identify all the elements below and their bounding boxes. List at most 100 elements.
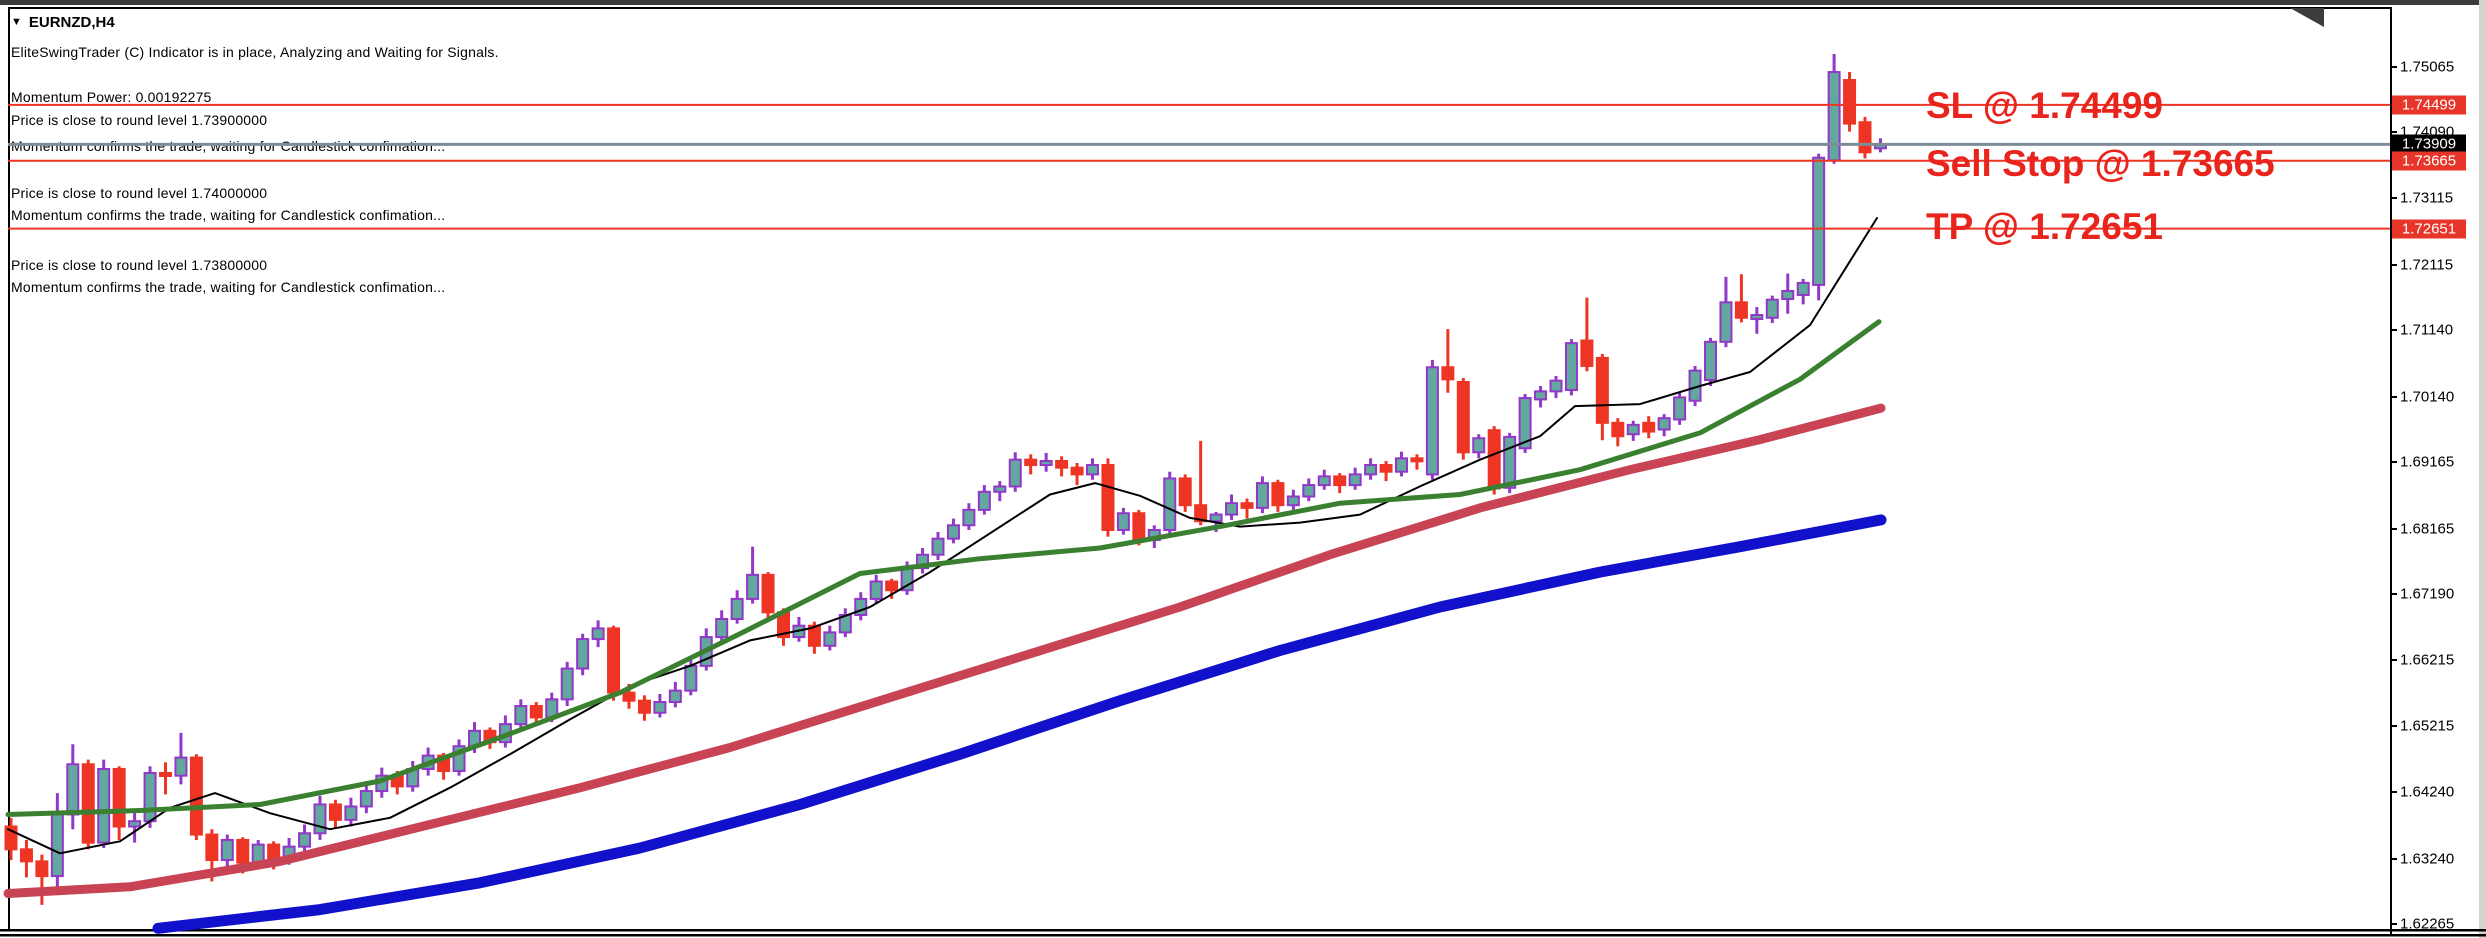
bull-candle — [1657, 417, 1671, 431]
bull-candle — [684, 664, 698, 692]
bull-candle — [1225, 502, 1239, 516]
round-level-message-1: Price is close to round level 1.73900000 — [11, 112, 268, 128]
indicator-status-text: EliteSwingTrader (C) Indicator is in pla… — [11, 44, 499, 60]
sell-stop-annotation: Sell Stop @ 1.73665 — [1926, 143, 2275, 184]
bear-candle — [4, 825, 18, 851]
bull-candle — [220, 838, 234, 862]
bull-candle — [1163, 477, 1177, 531]
chart-left-border — [8, 7, 10, 929]
bull-candle — [1564, 342, 1578, 392]
symbol-dropdown-icon[interactable]: ▼ — [11, 16, 22, 28]
bull-candle — [514, 705, 528, 726]
bear-candle — [328, 803, 342, 821]
bull-candle — [1503, 435, 1517, 489]
bull-candle — [143, 771, 157, 823]
bull-candle — [576, 638, 590, 670]
bull-candle — [1549, 379, 1563, 393]
symbol-title-row[interactable]: ▼ EURNZD,H4 — [11, 14, 115, 31]
bull-candle — [730, 597, 744, 621]
bull-candle — [869, 580, 883, 600]
bull-candle — [931, 537, 945, 556]
bull-candle — [1796, 281, 1810, 296]
bull-candle — [1086, 464, 1099, 476]
bear-candle — [761, 573, 775, 614]
bull-candle — [823, 631, 837, 647]
bull-candle — [1812, 156, 1826, 286]
bull-candle — [128, 820, 142, 828]
bear-candle — [622, 691, 636, 702]
bull-candle — [1255, 482, 1269, 509]
bull-candle — [1472, 437, 1486, 454]
bull-candle — [1765, 298, 1779, 319]
window-right-edge — [2479, 0, 2486, 938]
ma-slowest-blue — [152, 514, 1887, 934]
bull-candle — [1750, 314, 1764, 321]
window-top-bar — [0, 0, 2482, 5]
bear-candle — [1379, 464, 1393, 473]
tp-annotation: TP @ 1.72651 — [1926, 206, 2163, 247]
chart-shift-marker-icon[interactable] — [2290, 8, 2324, 27]
bull-candle — [1673, 396, 1687, 421]
bear-candle — [1333, 475, 1347, 487]
bull-candle — [1286, 495, 1300, 507]
chart-bottom-border — [0, 929, 2486, 932]
bear-candle — [205, 833, 219, 862]
bear-candle — [35, 860, 49, 878]
bear-candle — [1101, 464, 1115, 531]
momentum-power-text: Momentum Power: 0.00192275 — [11, 89, 212, 105]
bear-candle — [1642, 421, 1656, 433]
bull-candle — [174, 756, 188, 777]
bear-candle — [1178, 477, 1192, 507]
momentum-confirm-message-1: Momentum confirms the trade, waiting for… — [11, 138, 446, 154]
bull-candle — [1534, 390, 1548, 401]
bear-candle — [112, 767, 126, 828]
candlestick-series — [4, 53, 1887, 905]
bear-candle — [1055, 460, 1069, 469]
bear-candle — [1487, 429, 1501, 490]
bull-candle — [1364, 464, 1378, 476]
bear-candle — [807, 624, 821, 647]
bull-candle — [1626, 423, 1640, 436]
bull-candle — [1317, 475, 1331, 487]
bear-candle — [1410, 457, 1424, 463]
bull-candle — [1008, 458, 1022, 488]
bear-candle — [189, 756, 203, 836]
bull-candle — [313, 803, 327, 835]
bull-candle — [1781, 289, 1795, 300]
price-axis-line — [2390, 7, 2392, 936]
bear-candle — [1611, 421, 1625, 438]
bull-candle — [1209, 513, 1223, 523]
bear-candle — [607, 627, 621, 694]
bear-candle — [1456, 380, 1470, 454]
bull-candle — [359, 790, 373, 808]
bear-candle — [1734, 301, 1748, 319]
bear-candle — [1441, 366, 1455, 381]
bull-candle — [993, 485, 1007, 493]
ma-medium-green — [5, 319, 1882, 817]
bear-candle — [19, 848, 33, 863]
bull-candle — [653, 701, 667, 714]
chart-top-border — [8, 7, 2390, 9]
symbol-label: EURNZD,H4 — [28, 14, 115, 31]
bull-candle — [1518, 397, 1532, 450]
bull-candle — [746, 573, 760, 600]
bull-candle — [854, 597, 868, 616]
bull-candle — [50, 813, 64, 878]
bull-candle — [1827, 71, 1841, 162]
momentum-confirm-message-2: Momentum confirms the trade, waiting for… — [11, 207, 446, 223]
bull-candle — [344, 805, 358, 821]
ma-fast-black — [7, 217, 1878, 855]
bear-candle — [1580, 339, 1594, 367]
bear-candle — [529, 705, 543, 719]
bull-candle — [1348, 473, 1362, 487]
bull-candle — [66, 763, 80, 816]
bull-candle — [1039, 460, 1053, 467]
bear-candle — [1271, 482, 1285, 507]
bull-candle — [977, 490, 991, 511]
sl-annotation: SL @ 1.74499 — [1926, 85, 2163, 126]
bear-candle — [1132, 512, 1146, 542]
momentum-confirm-message-3: Momentum confirms the trade, waiting for… — [11, 279, 446, 295]
ma-slow-crimson — [3, 403, 1886, 898]
bull-candle — [668, 689, 682, 704]
